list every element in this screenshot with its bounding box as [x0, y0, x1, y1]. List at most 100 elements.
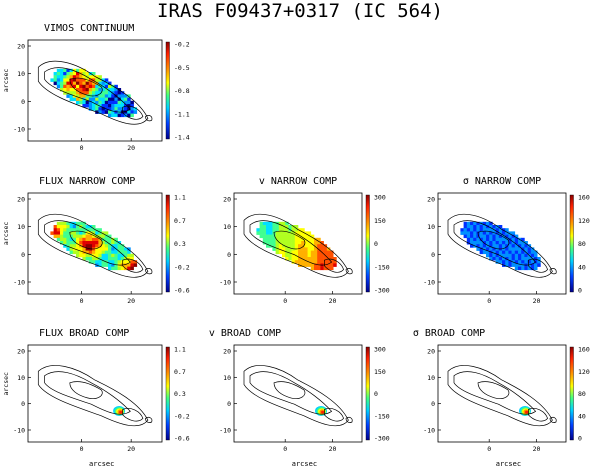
map-pixel	[282, 244, 286, 248]
map-pixel	[79, 247, 83, 251]
map-pixel	[502, 237, 506, 242]
map-pixel	[98, 88, 102, 92]
map-pixel	[272, 244, 276, 248]
map-pixel	[95, 91, 99, 95]
map-pixel	[505, 260, 509, 264]
map-pixel	[101, 231, 106, 235]
map-pixel	[473, 237, 477, 242]
map-pixel	[82, 244, 86, 248]
map-pixel	[518, 263, 522, 267]
map-pixel	[262, 225, 267, 229]
map-pixel	[101, 78, 106, 82]
map-pixel	[307, 244, 312, 248]
map-pixel	[56, 237, 61, 242]
map-pixel	[66, 91, 70, 95]
map-pixel	[127, 266, 131, 271]
map-pixel	[521, 257, 525, 261]
map-pixel	[69, 225, 74, 229]
map-pixel	[117, 250, 122, 255]
map-pixel	[56, 81, 61, 86]
map-pixel	[108, 88, 112, 92]
map-pixel	[307, 241, 312, 245]
map-pixel	[476, 247, 480, 251]
map-pixel	[101, 91, 106, 95]
map-pixel	[72, 88, 77, 92]
x-tick-label: 0	[487, 297, 491, 305]
map-pixel	[502, 231, 506, 235]
map-pixel	[463, 228, 468, 232]
map-pixel	[492, 225, 496, 229]
map-pixel	[60, 231, 64, 235]
map-pixel	[310, 260, 315, 264]
map-pixel	[262, 234, 267, 239]
colorbar	[569, 194, 574, 293]
map-pixel	[330, 253, 334, 258]
map-pixel	[489, 221, 493, 226]
map-pixel	[508, 250, 512, 255]
map-pixel	[101, 241, 106, 245]
map-pixel	[524, 247, 528, 251]
flux-contour	[345, 268, 353, 275]
map-pixel	[104, 250, 109, 255]
map-pixel	[489, 241, 493, 245]
map-pixel	[470, 234, 474, 239]
map-pixel	[85, 247, 90, 251]
map-pixel	[301, 250, 305, 255]
map-pixel	[85, 100, 90, 105]
map-pixel	[130, 263, 134, 267]
map-pixel	[60, 68, 64, 73]
map-pixel	[79, 228, 83, 232]
map-pixel	[127, 113, 131, 118]
map-pixel	[101, 253, 106, 258]
map-pixel	[120, 266, 125, 271]
map-pixel	[130, 266, 134, 271]
y-tick-label: 10	[17, 223, 25, 231]
map-pixel	[85, 81, 90, 86]
map-pixel	[514, 247, 519, 251]
map-pixel	[333, 263, 337, 267]
map-pixel	[60, 225, 64, 229]
y-tick-label: 0	[21, 98, 25, 106]
map-pixel	[69, 221, 74, 226]
map-pixel	[310, 237, 315, 242]
map-pixel	[88, 250, 93, 255]
map-pixel	[275, 225, 280, 229]
map-pixel	[82, 88, 86, 92]
map-pixel	[79, 100, 83, 105]
map-pixel	[127, 107, 131, 111]
map-pixel	[98, 84, 102, 89]
map-pixel	[60, 88, 64, 92]
map-pixel	[114, 84, 118, 89]
panel-frame	[233, 192, 363, 295]
panel-frame	[27, 192, 163, 295]
map-pixel	[114, 107, 118, 111]
colorbar-tick-label: -0.5	[174, 64, 190, 72]
map-pixel	[111, 260, 115, 264]
flux-contour	[528, 258, 548, 273]
map-pixel	[88, 84, 93, 89]
map-pixel	[72, 91, 77, 95]
map-pixel	[92, 72, 96, 76]
map-pixel	[534, 266, 538, 271]
map-pixel	[98, 91, 102, 95]
map-pixel	[92, 237, 96, 242]
map-pixel	[76, 81, 80, 86]
map-pixel	[285, 225, 289, 229]
map-pixel	[114, 97, 118, 102]
map-pixel	[85, 244, 90, 248]
map-pixel	[63, 241, 67, 245]
map-pixel	[127, 263, 131, 267]
colorbar-tick-label: -0.2	[174, 41, 190, 49]
map-pixel	[298, 260, 302, 264]
map-pixel	[117, 97, 122, 102]
map-pixel	[495, 225, 500, 229]
map-pixel	[502, 244, 506, 248]
map-pixel	[505, 228, 509, 232]
map-pixel	[88, 241, 93, 245]
y-tick-label: 20	[223, 196, 231, 204]
map-pixel	[291, 231, 296, 235]
colorbar-tick-label: -0.6	[174, 287, 190, 295]
map-pixel	[63, 221, 67, 226]
map-pixel	[92, 107, 96, 111]
map-pixel	[120, 253, 125, 258]
